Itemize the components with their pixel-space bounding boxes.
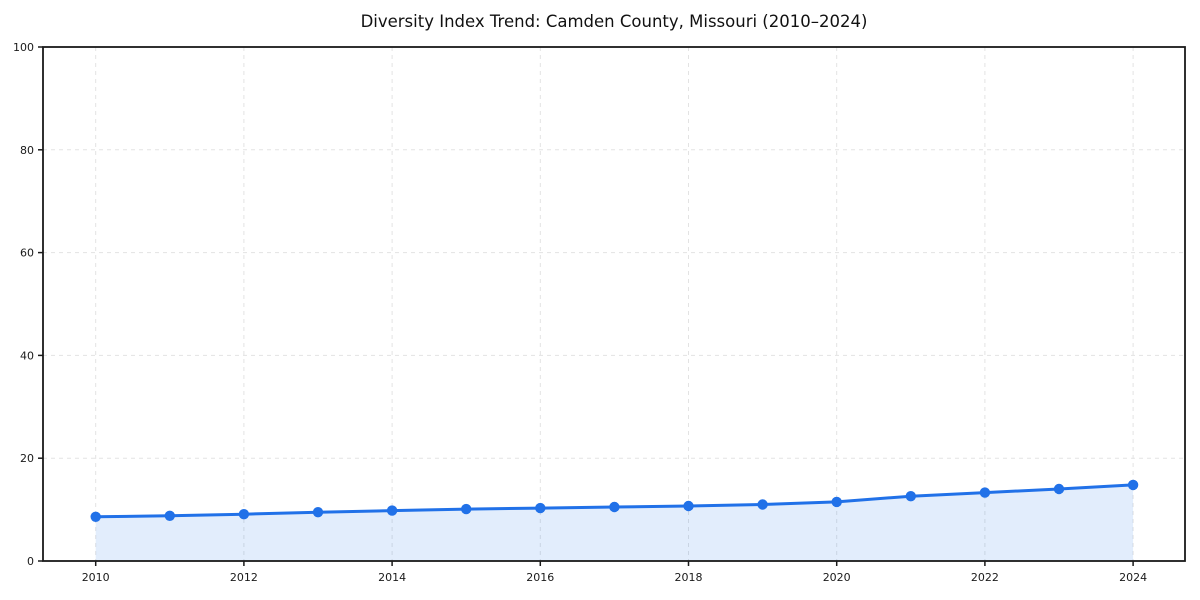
data-point	[535, 502, 546, 514]
data-point	[461, 503, 472, 515]
data-point	[609, 501, 620, 513]
area-fill	[95, 484, 1134, 561]
data-point	[683, 500, 694, 512]
y-tick-label: 40	[20, 349, 34, 362]
data-point	[979, 487, 991, 498]
series-layer	[90, 479, 1139, 561]
grid-layer	[43, 46, 1185, 561]
y-tick-label: 80	[20, 144, 34, 157]
x-tick-label: 2012	[230, 571, 258, 584]
data-point	[90, 511, 101, 522]
y-tick-label: 0	[27, 555, 34, 568]
data-point	[757, 499, 768, 510]
y-tick-label: 60	[20, 247, 34, 260]
x-tick-label: 2022	[971, 571, 999, 584]
data-point	[312, 507, 324, 518]
x-tick-label: 2016	[526, 571, 554, 584]
x-tick-label: 2024	[1119, 571, 1147, 584]
x-tick-label: 2018	[675, 571, 703, 584]
axes-layer: 0 20 40 60 80 100 2010 2012 2014 2016 2018 2020 2022…	[13, 41, 1186, 584]
y-tick-label: 20	[20, 452, 34, 465]
data-point	[1053, 483, 1065, 495]
plot-border	[42, 46, 1186, 562]
data-point	[238, 509, 250, 520]
x-tick-label: 2014	[378, 571, 406, 584]
data-point	[1127, 479, 1139, 491]
y-tick-label: 100	[13, 41, 34, 54]
data-point	[386, 505, 398, 516]
data-point	[164, 510, 175, 521]
data-point	[905, 491, 916, 502]
data-point	[831, 496, 842, 508]
chart-title: Diversity Index Trend: Camden County, Mi…	[361, 12, 868, 31]
x-tick-label: 2010	[82, 571, 110, 584]
x-tick-label: 2020	[823, 571, 851, 584]
